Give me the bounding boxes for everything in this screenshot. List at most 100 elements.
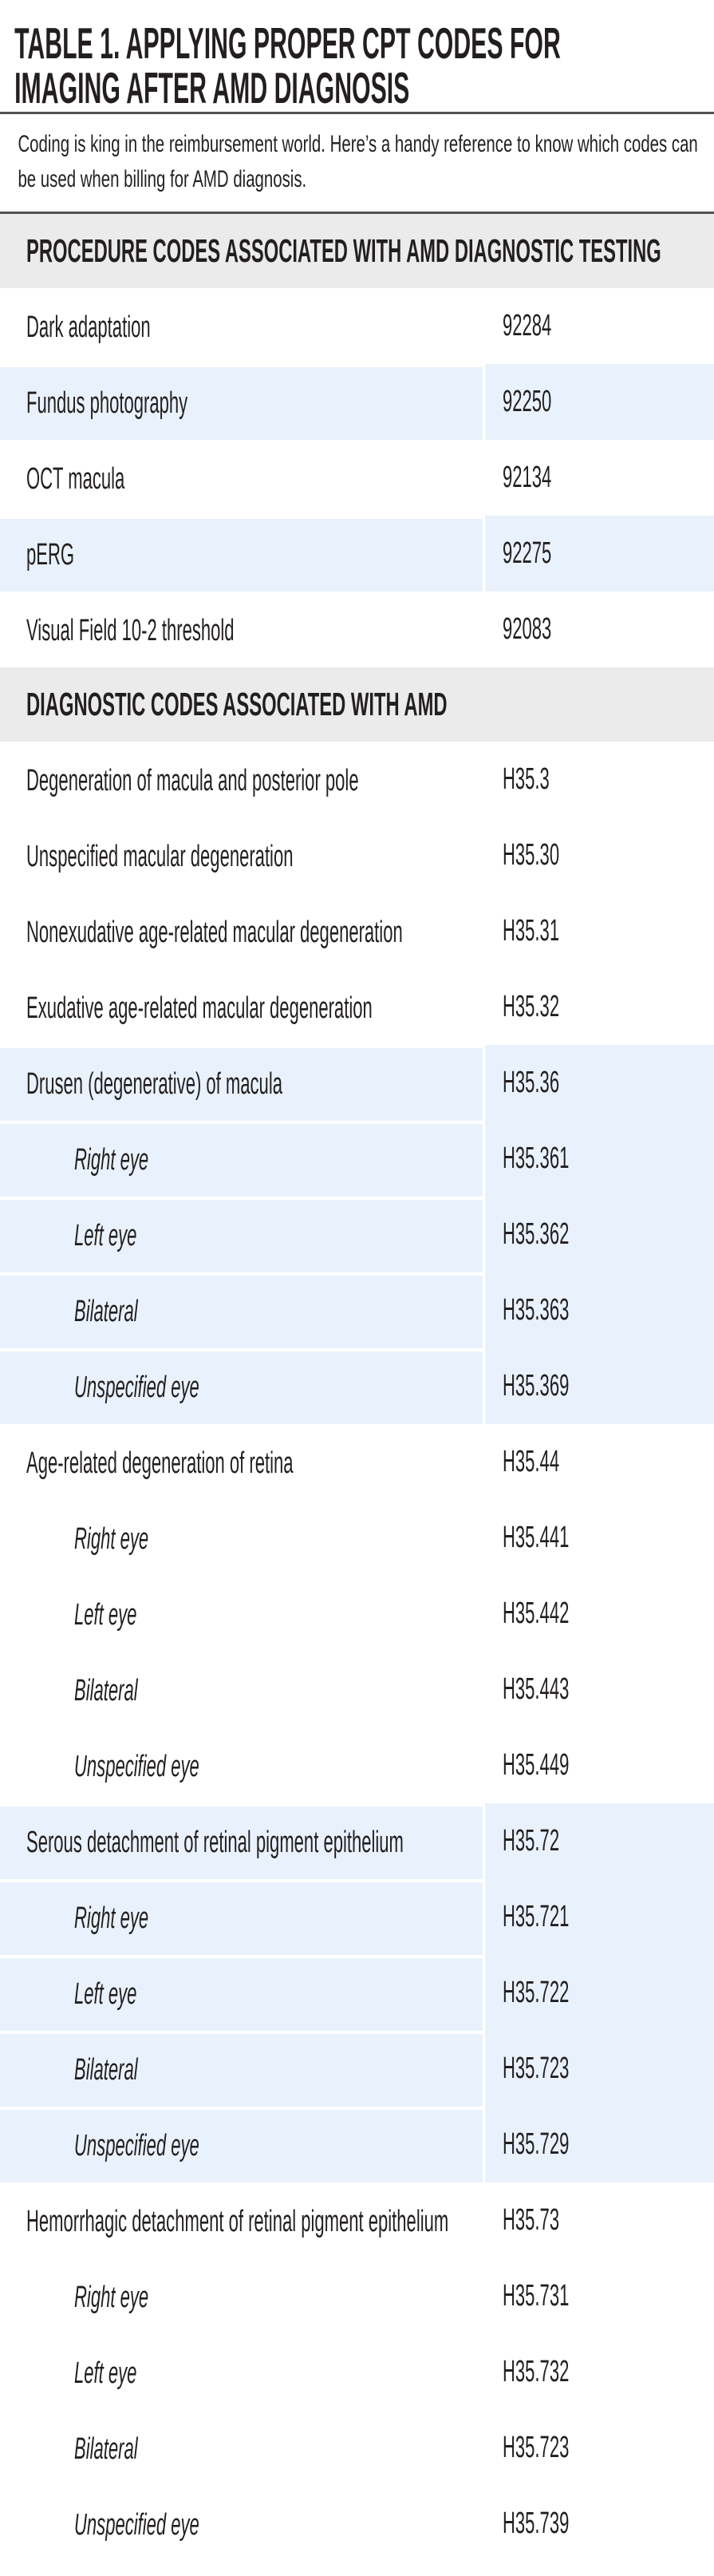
icd-code: H35.449 <box>503 1748 570 1782</box>
cpt-code-cell: 92134 <box>485 440 714 516</box>
icd-code-cell: H35.44 <box>485 1424 714 1500</box>
page-title: TABLE 1. APPLYING PROPER CPT CODES FOR I… <box>14 18 561 113</box>
diagnosis-laterality: Right eye <box>74 2281 149 2314</box>
icd-code: H35.739 <box>503 2507 570 2540</box>
diagnosis-laterality: Right eye <box>74 1522 149 1556</box>
icd-code: H35.44 <box>503 1445 560 1478</box>
diagnosis-laterality-cell: Left eye <box>0 1197 483 1272</box>
diagnosis-name-cell: Unspecified macular degeneration <box>0 817 483 893</box>
section-header-procedure-codes: PROCEDURE CODES ASSOCIATED WITH AMD DIAG… <box>0 214 714 288</box>
diagnosis-laterality-cell: Right eye <box>0 2258 483 2334</box>
table-row: Drusen (degenerative) of macula H35.36 <box>0 1045 714 1121</box>
icd-code: H35.363 <box>503 1293 570 1327</box>
diagnosis-name: Nonexudative age-related macular degener… <box>26 916 403 949</box>
cpt-code-cell: 92083 <box>485 592 714 667</box>
cpt-code: 92250 <box>503 385 552 418</box>
table-row: Exudative age-related macular degenerati… <box>0 969 714 1045</box>
diagnosis-name-cell: Exudative age-related macular degenerati… <box>0 969 483 1045</box>
table-row: Fundus photography 92250 <box>0 364 714 440</box>
icd-code: H35.721 <box>503 1900 570 1933</box>
table-row: Degeneration of macula and posterior pol… <box>0 742 714 817</box>
diagnosis-laterality-cell: Left eye <box>0 1576 483 1652</box>
table-row: Visual Field 10-2 threshold 92083 <box>0 592 714 667</box>
procedure-name: Fundus photography <box>26 386 188 420</box>
table-row: Unspecified eye H35.449 <box>0 1727 714 1803</box>
diagnosis-laterality: Bilateral <box>74 1295 138 1328</box>
diagnosis-laterality: Unspecified eye <box>74 1750 199 1783</box>
diagnosis-laterality-cell: Unspecified eye <box>0 1348 483 1424</box>
section-header-label: PROCEDURE CODES ASSOCIATED WITH AMD DIAG… <box>26 232 661 269</box>
icd-code-cell: H35.739 <box>485 2486 714 2562</box>
table-row: Left eye H35.722 <box>0 1955 714 2031</box>
icd-code-cell: H35.723 <box>485 2031 714 2107</box>
diagnosis-name-cell: Hemorrhagic detachment of retinal pigmen… <box>0 2182 483 2258</box>
icd-code-cell: H35.723 <box>485 2410 714 2486</box>
icd-code-cell: H35.362 <box>485 1197 714 1272</box>
table-row: Unspecified eye H35.739 <box>0 2486 714 2562</box>
icd-code: H35.3 <box>503 762 550 796</box>
icd-code: H35.31 <box>503 914 560 948</box>
diagnosis-name: Hemorrhagic detachment of retinal pigmen… <box>26 2205 449 2238</box>
icd-code-cell: H35.30 <box>485 817 714 893</box>
diagnosis-laterality: Right eye <box>74 1143 149 1177</box>
cpt-code: 92083 <box>503 612 552 646</box>
diagnosis-laterality-cell: Left eye <box>0 2334 483 2410</box>
procedure-name-cell: pERG <box>0 516 483 592</box>
table-row: Dark adaptation 92284 <box>0 288 714 364</box>
icd-code-cell: H35.363 <box>485 1272 714 1348</box>
cpt-code-cell: 92275 <box>485 516 714 592</box>
diagnosis-laterality-cell: Bilateral <box>0 2410 483 2486</box>
procedure-name-cell: Visual Field 10-2 threshold <box>0 592 483 667</box>
diagnosis-laterality-cell: Bilateral <box>0 1272 483 1348</box>
diagnosis-name-cell: Drusen (degenerative) of macula <box>0 1045 483 1121</box>
table-row: Unspecified macular degeneration H35.30 <box>0 817 714 893</box>
diagnosis-laterality: Bilateral <box>74 2053 138 2087</box>
procedure-name: Visual Field 10-2 threshold <box>26 614 235 647</box>
procedure-name-cell: OCT macula <box>0 440 483 516</box>
table-row: Serous detachment of retinal pigment epi… <box>0 1803 714 1879</box>
table-row: Bilateral H35.723 <box>0 2410 714 2486</box>
table-row: pERG 92275 <box>0 516 714 592</box>
procedure-name-cell: Dark adaptation <box>0 288 483 364</box>
divider-intro-bottom <box>0 212 714 214</box>
icd-code: H35.729 <box>503 2127 570 2161</box>
diagnosis-laterality: Left eye <box>74 1219 137 1252</box>
diagnosis-laterality-cell: Right eye <box>0 1879 483 1955</box>
procedure-name: pERG <box>26 538 75 572</box>
icd-code: H35.361 <box>503 1142 570 1175</box>
cpt-code: 92284 <box>503 309 552 342</box>
table-row: Left eye H35.732 <box>0 2334 714 2410</box>
table-row: Bilateral H35.363 <box>0 1272 714 1348</box>
table-row: OCT macula 92134 <box>0 440 714 516</box>
table-row: Right eye H35.721 <box>0 1879 714 1955</box>
table-row: Right eye H35.441 <box>0 1500 714 1576</box>
diagnosis-laterality-cell: Right eye <box>0 1121 483 1197</box>
table-row: Unspecified eye H35.729 <box>0 2107 714 2182</box>
icd-code-cell: H35.3 <box>485 742 714 817</box>
icd-code-cell: H35.449 <box>485 1727 714 1803</box>
icd-code-cell: H35.442 <box>485 1576 714 1652</box>
icd-code-cell: H35.72 <box>485 1803 714 1879</box>
table-row: Bilateral H35.723 <box>0 2031 714 2107</box>
section-header-diagnostic-codes: DIAGNOSTIC CODES ASSOCIATED WITH AMD <box>0 667 714 742</box>
diagnosis-name-cell: Degeneration of macula and posterior pol… <box>0 742 483 817</box>
diagnosis-laterality-cell: Left eye <box>0 1955 483 2031</box>
table-row: Hemorrhagic detachment of retinal pigmen… <box>0 2182 714 2258</box>
icd-code: H35.32 <box>503 990 560 1023</box>
table-row: Bilateral H35.443 <box>0 1652 714 1727</box>
icd-code: H35.441 <box>503 1521 570 1554</box>
diagnosis-name-cell: Age-related degeneration of retina <box>0 1424 483 1500</box>
icd-code-cell: H35.722 <box>485 1955 714 2031</box>
diagnosis-laterality: Unspecified eye <box>74 2129 199 2162</box>
diagnosis-laterality: Right eye <box>74 1901 149 1935</box>
icd-code-cell: H35.731 <box>485 2258 714 2334</box>
diagnosis-name: Degeneration of macula and posterior pol… <box>26 764 359 797</box>
diagnosis-laterality: Bilateral <box>74 1674 138 1707</box>
diagnosis-laterality-cell: Bilateral <box>0 1652 483 1727</box>
diagnosis-name-cell: Nonexudative age-related macular degener… <box>0 893 483 969</box>
table-row: Right eye H35.731 <box>0 2258 714 2334</box>
table-row: Left eye H35.442 <box>0 1576 714 1652</box>
icd-code: H35.72 <box>503 1824 560 1858</box>
icd-code-cell: H35.732 <box>485 2334 714 2410</box>
